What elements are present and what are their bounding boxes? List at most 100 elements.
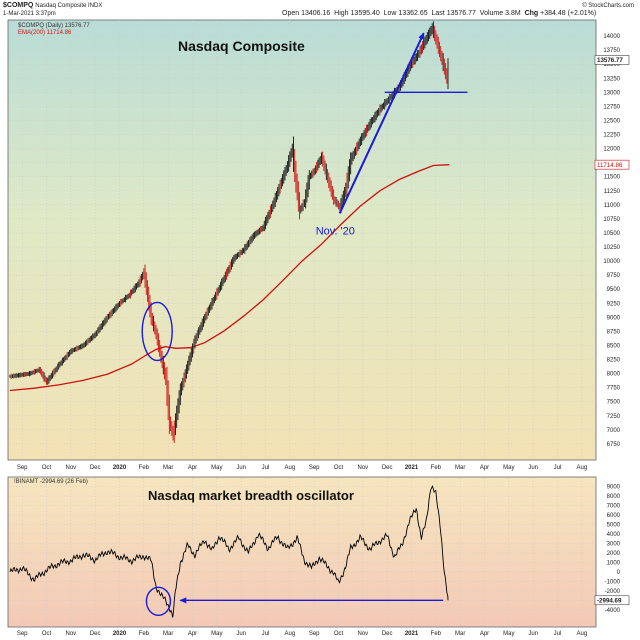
y-tick-label: 11500 (604, 175, 621, 181)
y-tick-label: 7000 (607, 504, 621, 510)
x-tick-label: 2021 (405, 631, 419, 637)
x-tick-label: Aug (284, 631, 295, 637)
oscillator-legend: !BINAMT -2994.69 (26 Feb) (14, 479, 88, 485)
x-tick-label: Sep (17, 465, 28, 471)
y-tick-label: 9000 (607, 315, 621, 321)
y-tick-label: 13000 (603, 90, 620, 96)
price-y-axis: 6750 7000 7250 7500 7750 8000 8250 8500 8750 9000… (594, 34, 630, 448)
last-price-tag (594, 55, 630, 65)
stockcharts-brand: © StockCharts.com (582, 3, 634, 9)
oscillator-chart-title: Nasdaq market breadth oscillator (148, 488, 354, 503)
x-tick-label: Feb (139, 631, 150, 637)
x-tick-label: Oct (42, 631, 52, 637)
oscillator-series-layer (9, 484, 449, 618)
y-tick-label: 7000 (607, 428, 621, 434)
oscillator-y-axis: -4000-3000-2000-100001000200030004000500… (594, 485, 630, 614)
y-tick-label: 7250 (607, 414, 621, 420)
y-tick-label: 10500 (603, 231, 620, 237)
x-tick-label: Dec (382, 465, 393, 471)
timestamp: 1-Mar-2021 3:37pm (3, 11, 56, 17)
price-annotations: Nov. '20 (141, 32, 468, 362)
y-tick-label: 6000 (607, 513, 621, 519)
x-tick-label: Aug (576, 631, 587, 637)
x-tick-label: Feb (431, 631, 442, 637)
x-tick-label: Apr (480, 631, 489, 637)
y-tick-label: 9000 (607, 485, 621, 491)
last-label: Last (431, 10, 445, 17)
price-chart-title: Nasdaq Composite (178, 38, 305, 54)
nov-20-annotation: Nov. '20 (316, 226, 355, 238)
y-tick-label: 12000 (603, 147, 620, 153)
x-tick-label: Nov (357, 631, 368, 637)
y-tick-label: 12250 (603, 133, 620, 139)
oscillator-value-label: -2994.69 (597, 598, 622, 605)
y-tick-label: 8000 (607, 372, 621, 378)
y-tick-label: 4000 (607, 532, 621, 538)
y-tick-label: 10750 (603, 217, 620, 223)
y-tick-label: 14000 (603, 34, 620, 40)
y-tick-label: 8250 (607, 358, 621, 364)
open-label: Open (282, 10, 300, 17)
y-tick-label: 7750 (607, 386, 621, 392)
y-tick-label: 5000 (607, 523, 621, 529)
price-panel (7, 19, 597, 461)
price-legend-symbol: $COMPQ (Daily) 13576.77 (18, 23, 90, 29)
x-tick-label: Mar (455, 465, 465, 471)
y-tick-label: 13750 (603, 48, 620, 54)
x-tick-label: May (503, 631, 514, 637)
ema-value-tag (594, 159, 630, 170)
crash-highlight-ellipse (141, 301, 173, 362)
x-tick-label: Apr (188, 631, 197, 637)
x-tick-label: Jun (236, 631, 246, 637)
price-series-layer (9, 21, 450, 443)
y-tick-label: 0 (617, 570, 621, 576)
y-tick-label: 7500 (607, 400, 621, 406)
x-tick-label: Mar (163, 465, 173, 471)
panel-divider (0, 472, 640, 476)
x-tick-label: Jun (236, 465, 246, 471)
high-value: 13595.40 (350, 10, 380, 17)
last-price-label: 13576.77 (597, 57, 623, 64)
breadth-oscillator-line (9, 484, 449, 618)
x-tick-label: Sep (309, 631, 320, 637)
x-tick-label: May (211, 465, 222, 471)
x-tick-label: Jul (262, 465, 270, 471)
price-x-axis: Sep Oct Nov Dec 2020 Feb Mar Apr May Jun Jul Aug Sep… (17, 465, 587, 471)
symbol-header: $COMPQ Nasdaq Composite INDX (3, 2, 102, 10)
oscillator-annotations (145, 586, 444, 616)
x-tick-label: 2021 (405, 465, 419, 471)
y-tick-label: 9750 (607, 273, 621, 279)
x-tick-label: Nov (65, 631, 76, 637)
x-tick-label: Apr (188, 465, 197, 471)
symbol: $COMPQ (3, 2, 34, 9)
last-value: 13576.77 (446, 10, 476, 17)
x-tick-label: Aug (576, 465, 587, 471)
oversold-ellipse (145, 586, 172, 616)
x-tick-label: Apr (480, 465, 489, 471)
y-tick-label: 3000 (607, 541, 621, 547)
x-tick-label: 2020 (113, 465, 127, 471)
y-tick-label: 11000 (604, 203, 621, 209)
x-tick-label: Nov (357, 465, 368, 471)
x-tick-label: Aug (284, 465, 295, 471)
chg-value: +384.48 (+2.01%) (540, 10, 597, 17)
y-tick-label: 8000 (607, 494, 621, 500)
y-tick-label: 6750 (607, 442, 621, 448)
x-tick-label: Oct (42, 465, 52, 471)
trend-arrow (338, 32, 425, 214)
low-value: 13362.65 (398, 10, 428, 17)
ema-value-label: 11714.86 (597, 162, 623, 169)
x-tick-label: Dec (382, 631, 393, 637)
oscillator-grid (10, 478, 594, 626)
x-tick-label: Jun (528, 631, 538, 637)
x-tick-label: May (503, 465, 514, 471)
oscillator-x-axis: Sep Oct Nov Dec 2020 Feb Mar Apr May Jun Jul Aug Sep… (17, 631, 587, 637)
y-tick-label: 13250 (603, 76, 620, 82)
x-tick-label: Oct (334, 465, 344, 471)
x-tick-label: Sep (309, 465, 320, 471)
x-tick-label: Feb (139, 465, 150, 471)
volume-value: 3.8M (505, 10, 521, 17)
y-tick-label: 12500 (603, 118, 620, 124)
